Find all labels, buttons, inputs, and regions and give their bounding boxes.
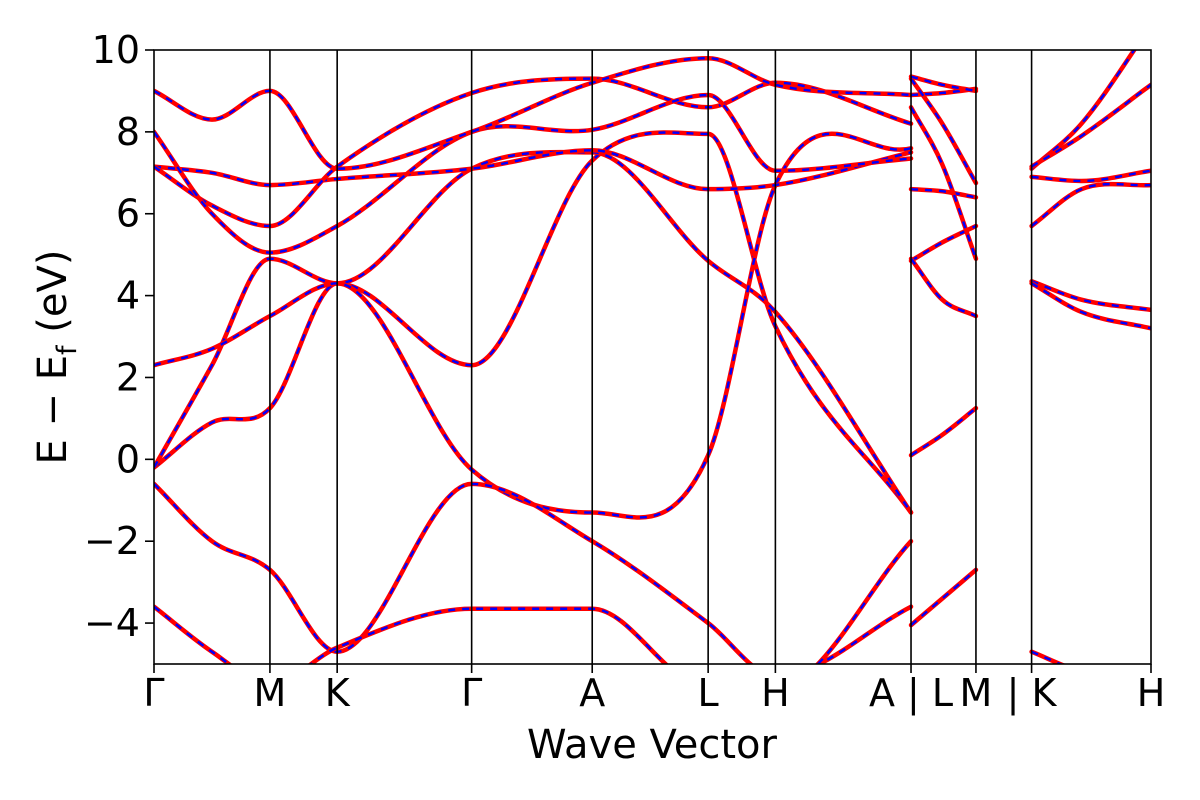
y-tick-label: 2	[116, 355, 140, 399]
band-line-18-blue	[1031, 650, 1064, 664]
x-tick-label: M	[254, 671, 287, 715]
band-line-10-blue	[910, 568, 977, 627]
band-line-0-blue	[154, 131, 912, 514]
band-lines	[154, 50, 1151, 664]
x-tick-label: K	[325, 671, 351, 715]
band-line-12-red	[908, 256, 979, 319]
x-tick-label: A | L	[869, 671, 953, 716]
band-line-3-red	[154, 481, 914, 664]
y-tick-label: 6	[116, 192, 140, 236]
x-tick-label: H	[1137, 671, 1166, 715]
x-tick-label: H	[761, 671, 790, 715]
band-line-0-red	[154, 130, 914, 515]
x-tick-label: A	[579, 671, 605, 715]
x-tick-label: | K	[1007, 671, 1058, 716]
band-line-23-blue	[1030, 50, 1136, 170]
band-line-16-blue	[910, 77, 977, 184]
band-line-21-blue	[1030, 182, 1151, 227]
band-line-20-blue	[1030, 282, 1151, 330]
band-line-12-blue	[910, 258, 977, 318]
band-line-9-red	[908, 405, 979, 458]
band-line-7-red	[154, 92, 914, 255]
x-tick-label: L	[698, 671, 719, 715]
band-line-17-blue	[910, 75, 977, 93]
band-line-1-blue	[154, 150, 913, 514]
plot-frame	[153, 49, 1152, 665]
band-line-5-blue	[154, 149, 912, 191]
band-line-15-blue	[910, 87, 977, 97]
kpoint-lines	[269, 50, 1033, 664]
band-line-14-blue	[909, 106, 978, 260]
band-line-24-blue	[1030, 83, 1151, 168]
x-tick-label: M	[960, 671, 993, 715]
band-line-1-red	[154, 149, 914, 515]
y-tick-label: −4	[84, 601, 140, 645]
x-tick-label: Γ	[143, 671, 164, 715]
band-line-24-red	[1029, 82, 1151, 169]
band-line-13-blue	[910, 187, 977, 199]
x-tick-label: Γ	[461, 671, 482, 715]
y-tick-label: 8	[116, 110, 140, 154]
y-tick-label: 0	[116, 437, 140, 481]
band-line-21-red	[1029, 181, 1151, 229]
band-line-8-blue	[154, 56, 912, 170]
y-axis-ticks: −4 −2 0 2 4 6 8 10	[84, 28, 154, 645]
band-line-2-blue	[154, 132, 912, 519]
y-tick-label: −2	[84, 519, 140, 563]
band-line-7-blue	[154, 93, 912, 254]
band-line-6-blue	[154, 77, 912, 228]
band-line-3-blue	[154, 482, 912, 664]
y-tick-label: 4	[116, 274, 140, 318]
x-axis-title: Wave Vector	[527, 722, 778, 768]
band-line-4-blue	[154, 540, 912, 664]
band-line-2-red	[154, 131, 914, 520]
band-line-22-blue	[1031, 169, 1151, 183]
y-axis-title: E − Ef (eV)	[30, 250, 83, 465]
band-line-14-red	[908, 105, 979, 262]
y-tick-label: 10	[92, 28, 140, 72]
band-line-4-red	[154, 538, 914, 664]
band-line-19-blue	[1031, 280, 1151, 312]
